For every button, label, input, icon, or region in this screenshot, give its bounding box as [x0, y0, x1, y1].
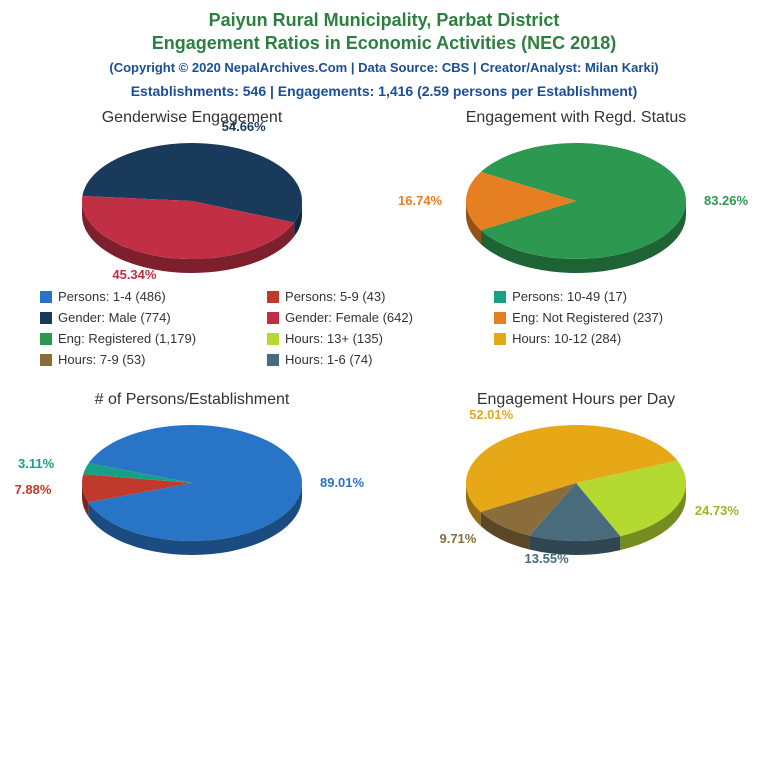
legend-label: Gender: Female (642): [285, 310, 413, 325]
pie-pct-label: 52.01%: [469, 407, 513, 422]
legend-item: Persons: 10-49 (17): [494, 289, 721, 304]
legend-label: Persons: 1-4 (486): [58, 289, 166, 304]
title-line2: Engagement Ratios in Economic Activities…: [0, 33, 768, 54]
chart-regd-title: Engagement with Regd. Status: [396, 109, 756, 127]
pie-chart: [52, 131, 332, 281]
pie-pct-label: 89.01%: [320, 475, 364, 490]
legend-swatch: [267, 291, 279, 303]
legend-swatch: [494, 333, 506, 345]
legend-item: Hours: 1-6 (74): [267, 352, 494, 367]
legend-item: Eng: Registered (1,179): [40, 331, 267, 346]
legend-swatch: [267, 312, 279, 324]
chart-regd: Engagement with Regd. Status 83.26% 16.74…: [396, 109, 756, 281]
legend-label: Eng: Registered (1,179): [58, 331, 196, 346]
stats-line: Establishments: 546 | Engagements: 1,416…: [0, 83, 768, 99]
pie-chart: [436, 131, 716, 281]
legend-swatch: [40, 291, 52, 303]
legend-label: Hours: 7-9 (53): [58, 352, 145, 367]
pie-chart: [52, 413, 332, 563]
legend-item: Persons: 1-4 (486): [40, 289, 267, 304]
legend-item: Hours: 10-12 (284): [494, 331, 721, 346]
legend-swatch: [40, 312, 52, 324]
chart-persons-title: # of Persons/Establishment: [12, 391, 372, 409]
legend-label: Eng: Not Registered (237): [512, 310, 663, 325]
legend: Persons: 1-4 (486) Persons: 5-9 (43) Perso…: [0, 281, 768, 381]
chart-gender-title: Genderwise Engagement: [12, 109, 372, 127]
legend-swatch: [494, 291, 506, 303]
pie-pct-label: 83.26%: [704, 193, 748, 208]
legend-item: Eng: Not Registered (237): [494, 310, 721, 325]
pie-pct-label: 7.88%: [15, 482, 52, 497]
chart-hours-title: Engagement Hours per Day: [396, 391, 756, 409]
subtitle: (Copyright © 2020 NepalArchives.Com | Da…: [0, 60, 768, 75]
legend-swatch: [267, 354, 279, 366]
legend-label: Hours: 1-6 (74): [285, 352, 372, 367]
legend-item: Hours: 7-9 (53): [40, 352, 267, 367]
legend-label: Hours: 13+ (135): [285, 331, 383, 346]
legend-label: Persons: 5-9 (43): [285, 289, 385, 304]
legend-item: Gender: Male (774): [40, 310, 267, 325]
legend-label: Gender: Male (774): [58, 310, 171, 325]
pie-pct-label: 13.55%: [525, 551, 569, 566]
legend-item: Persons: 5-9 (43): [267, 289, 494, 304]
legend-label: Persons: 10-49 (17): [512, 289, 627, 304]
pie-pct-label: 3.11%: [18, 456, 54, 471]
chart-gender: Genderwise Engagement 54.66% 45.34%: [12, 109, 372, 281]
title-line1: Paiyun Rural Municipality, Parbat Distri…: [0, 10, 768, 31]
pie-chart: [436, 413, 716, 563]
pie-pct-label: 54.66%: [222, 119, 266, 134]
legend-item: Hours: 13+ (135): [267, 331, 494, 346]
legend-label: Hours: 10-12 (284): [512, 331, 621, 346]
chart-persons: # of Persons/Establishment 89.01% 7.88% 3.…: [12, 391, 372, 563]
legend-swatch: [494, 312, 506, 324]
pie-pct-label: 24.73%: [695, 503, 739, 518]
legend-swatch: [40, 333, 52, 345]
chart-hours: Engagement Hours per Day 52.01% 24.73% 13.…: [396, 391, 756, 563]
legend-swatch: [267, 333, 279, 345]
pie-pct-label: 16.74%: [398, 193, 442, 208]
pie-pct-label: 45.34%: [112, 267, 156, 282]
legend-item: Gender: Female (642): [267, 310, 494, 325]
pie-pct-label: 9.71%: [439, 531, 476, 546]
legend-swatch: [40, 354, 52, 366]
